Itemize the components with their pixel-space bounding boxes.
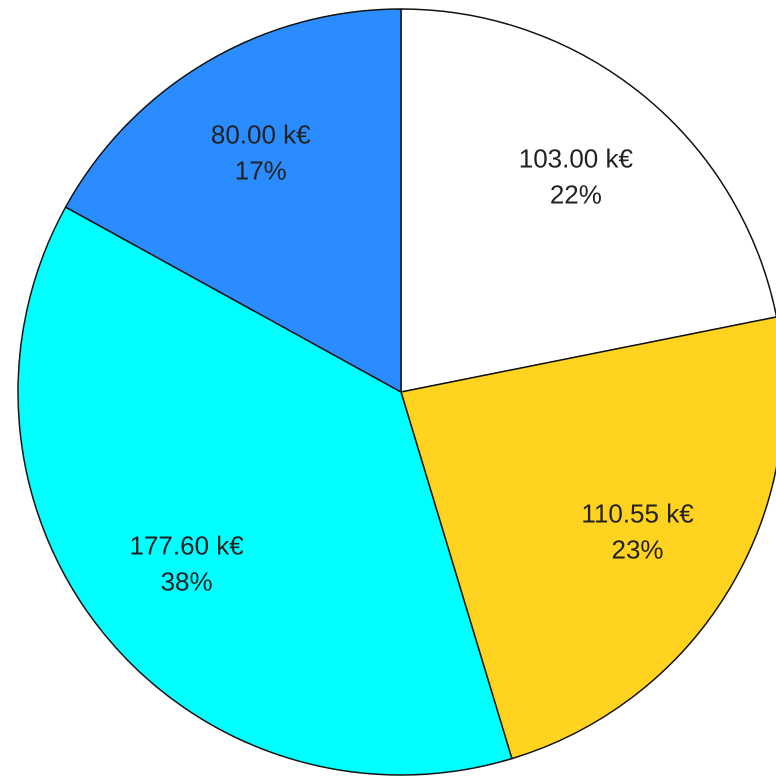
value-label: 177.60 k€ — [130, 530, 245, 560]
value-label: 103.00 k€ — [519, 144, 634, 174]
value-label: 110.55 k€ — [581, 499, 694, 529]
pie-slice — [17, 206, 513, 776]
percent-label: 17% — [235, 155, 287, 185]
value-label: 80.00 k€ — [211, 119, 311, 149]
percent-label: 38% — [161, 566, 213, 596]
percent-label: 23% — [612, 535, 664, 565]
pie-slice — [64, 8, 402, 394]
percent-label: 22% — [550, 180, 602, 210]
pie-slice — [400, 8, 776, 393]
pie-slice — [400, 316, 776, 760]
